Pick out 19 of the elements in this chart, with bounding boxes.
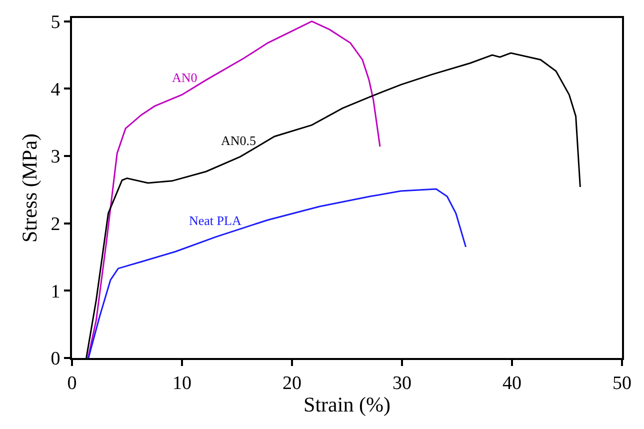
y-tick-label: 1 — [50, 281, 60, 302]
y-tick-label: 2 — [50, 214, 60, 235]
x-tick-label: 0 — [67, 372, 77, 394]
x-axis-title: Strain (%) — [304, 392, 390, 416]
x-tick-label: 50 — [612, 372, 632, 394]
y-tick-label: 4 — [50, 79, 61, 100]
y-tick-label: 0 — [50, 348, 60, 370]
y-tick-label: 5 — [50, 12, 60, 34]
y-axis-title: Stress (MPa) — [17, 133, 42, 243]
x-tick-label: 30 — [392, 372, 412, 394]
y-tick-label: 3 — [50, 146, 60, 168]
x-tick-label: 20 — [282, 372, 302, 394]
x-tick-label: 40 — [502, 372, 522, 394]
series-label: Neat PLA — [189, 213, 242, 228]
series-label: AN0 — [172, 70, 198, 85]
line-series — [87, 20, 381, 358]
series-label: AN0.5 — [221, 133, 256, 148]
x-tick-label: 10 — [172, 372, 192, 394]
line-series — [88, 188, 467, 358]
